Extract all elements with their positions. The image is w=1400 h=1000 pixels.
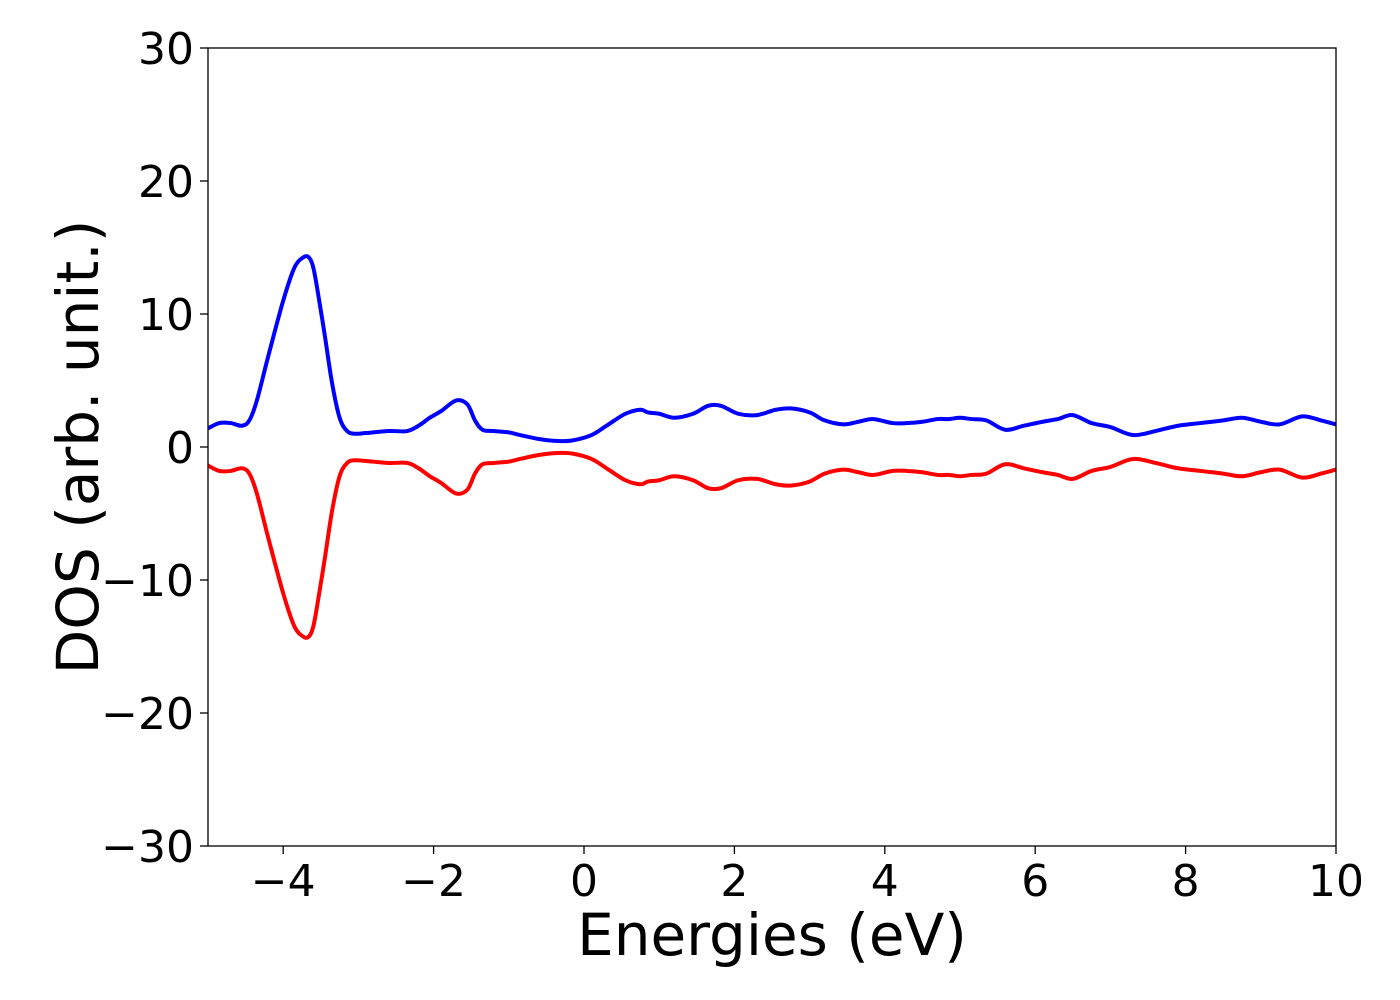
plot-area xyxy=(208,254,1336,640)
x-tick-label: 4 xyxy=(871,856,899,907)
y-axis-label: DOS (arb. unit.) xyxy=(44,220,112,675)
x-axis-label: Energies (eV) xyxy=(577,901,967,969)
x-tick-label: 2 xyxy=(720,856,748,907)
y-tick-label: 10 xyxy=(138,290,194,341)
x-tick-label: −2 xyxy=(401,856,466,907)
x-tick-label: 8 xyxy=(1172,856,1200,907)
axes-frame xyxy=(207,47,1337,847)
series-line-1 xyxy=(208,254,1336,444)
x-tick-label: 6 xyxy=(1021,856,1049,907)
x-tick-label: −4 xyxy=(251,856,316,907)
y-tick-label: −30 xyxy=(101,822,194,873)
series-line-2 xyxy=(208,450,1336,640)
x-tick-label: 0 xyxy=(570,856,598,907)
y-tick-label: 30 xyxy=(138,24,194,75)
x-tick-label: 10 xyxy=(1308,856,1364,907)
y-tick-label: −10 xyxy=(101,556,194,607)
y-tick-label: 0 xyxy=(166,423,194,474)
y-tick-label: 20 xyxy=(138,157,194,208)
y-tick-label: −20 xyxy=(101,689,194,740)
